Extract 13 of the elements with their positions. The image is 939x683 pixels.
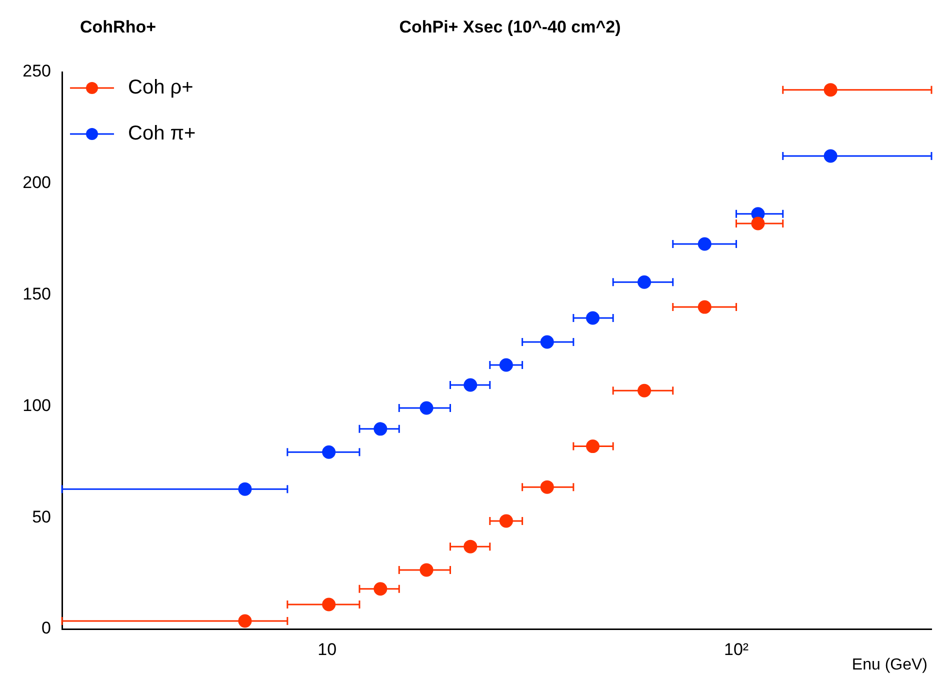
text: CohRho+ bbox=[80, 18, 156, 37]
y-tick-label: 0 bbox=[42, 618, 51, 638]
x-tick-label: 10² bbox=[724, 640, 749, 659]
y-tick-label: 250 bbox=[22, 62, 51, 81]
y-tick-label: 150 bbox=[22, 284, 51, 304]
y-tick-label: 200 bbox=[22, 173, 51, 192]
y-tick-label: 100 bbox=[22, 396, 51, 415]
chart-title: CohPi+ Xsec (10^-40 cm^2) bbox=[399, 18, 621, 37]
legend-label: Coh π+ bbox=[128, 122, 196, 145]
x-axis-title: Enu (GeV) bbox=[852, 656, 928, 674]
x-tick-label: 10 bbox=[318, 640, 337, 659]
y-tick-label: 50 bbox=[32, 507, 51, 526]
legend-label: Coh ρ+ bbox=[128, 76, 194, 99]
